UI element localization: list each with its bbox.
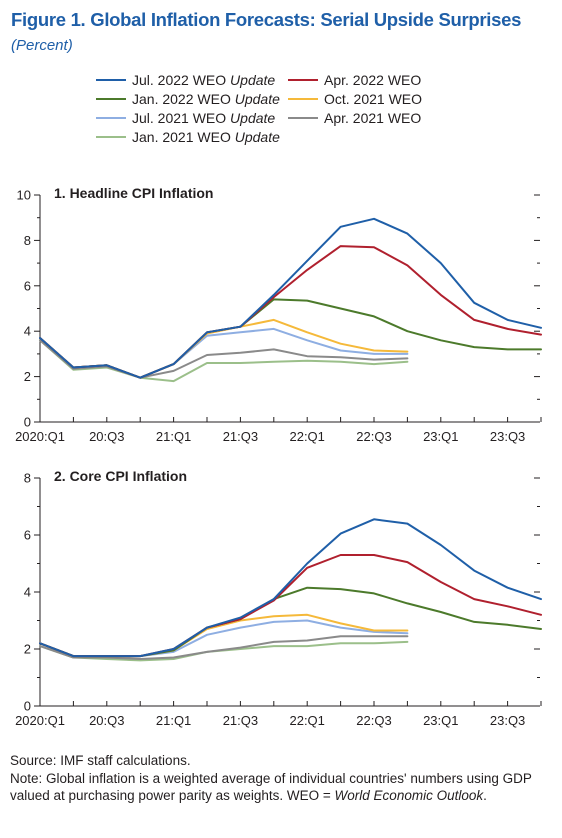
y-tick-label: 2 — [24, 642, 31, 657]
x-tick-label: 2020:Q1 — [15, 429, 65, 444]
x-tick-label: 21:Q1 — [156, 713, 191, 728]
y-tick-label: 4 — [24, 324, 31, 339]
legend-swatch — [288, 78, 318, 82]
legend-item: Apr. 2022 WEO — [288, 72, 421, 88]
legend-swatch — [96, 78, 126, 82]
legend-swatch — [288, 97, 318, 101]
x-tick-label: 22:Q3 — [356, 713, 391, 728]
legend-item: Jul. 2022 WEO Update — [96, 72, 275, 88]
note-main: Note: Global inflation is a weighted ave… — [10, 770, 532, 804]
legend-item: Oct. 2021 WEO — [288, 91, 422, 107]
series-line — [39, 518, 542, 658]
y-tick-label: 2 — [24, 369, 31, 384]
legend-label: Jul. 2022 WEO Update — [132, 72, 276, 88]
note-text: Note: Global inflation is a weighted ave… — [10, 770, 555, 805]
series-line — [39, 245, 542, 379]
x-tick-label: 23:Q1 — [423, 429, 458, 444]
x-tick-label: 22:Q3 — [356, 429, 391, 444]
x-tick-label: 20:Q3 — [89, 713, 124, 728]
x-tick-label: 21:Q3 — [223, 713, 258, 728]
y-tick-label: 0 — [24, 415, 31, 430]
x-tick-label: 23:Q3 — [490, 713, 525, 728]
legend-item: Apr. 2021 WEO — [288, 110, 421, 126]
legend-label: Apr. 2021 WEO — [324, 110, 422, 126]
legend-item: Jan. 2021 WEO Update — [96, 129, 280, 145]
legend-swatch — [288, 116, 318, 120]
x-tick-label: 22:Q1 — [289, 713, 324, 728]
x-tick-label: 23:Q3 — [490, 429, 525, 444]
y-tick-label: 8 — [24, 233, 31, 248]
panel-title: 2. Core CPI Inflation — [54, 468, 187, 484]
figure-title: Figure 1. Global Inflation Forecasts: Se… — [11, 9, 522, 30]
legend-label: Jan. 2022 WEO Update — [132, 91, 280, 107]
legend-label: Apr. 2022 WEO — [324, 72, 422, 88]
y-tick-label: 0 — [24, 699, 31, 714]
legend: Jul. 2022 WEO Update Apr. 2022 WEO Jan. 20… — [0, 0, 562, 170]
legend-item: Jan. 2022 WEO Update — [96, 91, 280, 107]
source-note: Source: IMF staff calculations. — [10, 753, 191, 768]
legend-label: Jan. 2021 WEO Update — [132, 129, 280, 145]
x-tick-label: 2020:Q1 — [15, 713, 65, 728]
y-tick-label: 8 — [24, 471, 31, 486]
y-tick-label: 4 — [24, 585, 31, 600]
panel-title: 1. Headline CPI Inflation — [54, 185, 213, 201]
legend-item: Jul. 2021 WEO Update — [96, 110, 275, 126]
legend-label: Oct. 2021 WEO — [324, 91, 423, 107]
y-tick-label: 6 — [24, 278, 31, 293]
x-tick-label: 21:Q3 — [223, 429, 258, 444]
y-tick-label: 10 — [17, 188, 31, 203]
legend-swatch — [96, 97, 126, 101]
legend-label: Jul. 2021 WEO Update — [132, 110, 276, 126]
series-line — [39, 339, 409, 379]
y-tick-label: 6 — [24, 528, 31, 543]
x-tick-label: 20:Q3 — [89, 429, 124, 444]
x-tick-label: 21:Q1 — [156, 429, 191, 444]
figure-subtitle: (Percent) — [11, 37, 73, 54]
series-line — [39, 298, 542, 379]
footnotes: Source: IMF staff calculations. Note: Gl… — [10, 752, 555, 805]
legend-swatch — [96, 135, 126, 139]
note-end: . — [483, 788, 487, 803]
legend-swatch — [96, 116, 126, 120]
series-line — [39, 635, 409, 660]
note-italic: World Economic Outlook — [334, 788, 484, 803]
series-line — [39, 217, 542, 379]
x-tick-label: 23:Q1 — [423, 713, 458, 728]
x-tick-label: 22:Q1 — [289, 429, 324, 444]
series-line — [39, 339, 409, 383]
